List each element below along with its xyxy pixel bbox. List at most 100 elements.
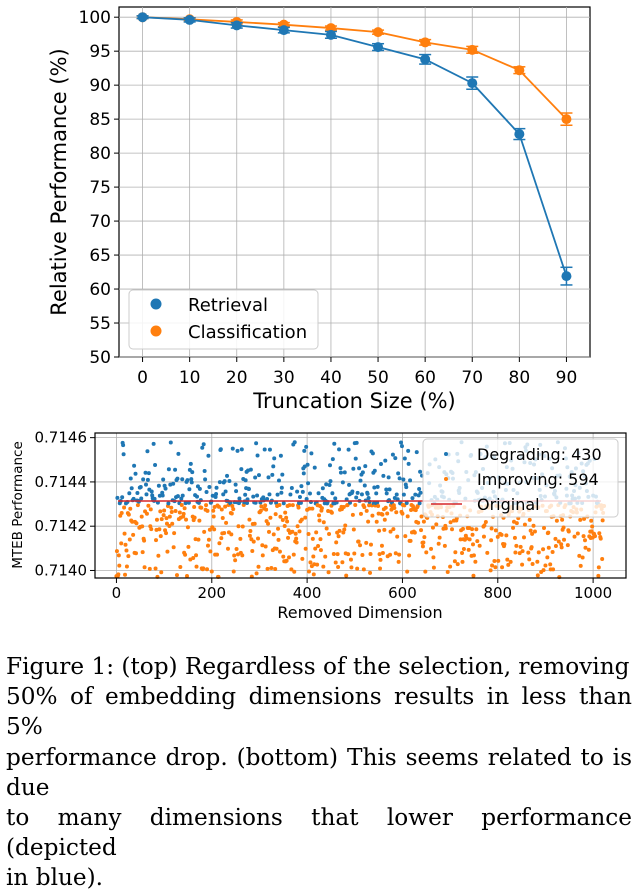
- scatter-point-degrading: [195, 494, 200, 499]
- scatter-point-degrading: [295, 489, 300, 494]
- scatter-point-degrading: [320, 486, 325, 491]
- scatter-point-improving: [182, 506, 187, 511]
- scatter-point-improving: [317, 513, 322, 518]
- scatter-point-degrading: [338, 466, 343, 471]
- scatter-point-improving: [535, 559, 540, 564]
- scatter-point-improving: [419, 514, 424, 519]
- scatter-point-improving: [294, 540, 299, 545]
- scatter-point-improving: [586, 547, 591, 552]
- scatter-point-improving: [542, 526, 547, 531]
- scatter-point-degrading: [251, 494, 256, 499]
- bottom-ticks: 0 200 400 600 800 1000 0.7140 0.7142 0.7144 0.714…: [35, 429, 613, 602]
- scatter-point-improving: [256, 536, 261, 541]
- scatter-point-degrading: [176, 451, 181, 456]
- scatter-point-improving: [277, 549, 282, 554]
- scatter-point-improving: [550, 550, 555, 555]
- scatter-point-improving: [431, 565, 436, 570]
- scatter-point-improving: [548, 562, 553, 567]
- scatter-point-improving: [318, 537, 323, 542]
- scatter-point-degrading: [253, 500, 258, 505]
- scatter-point-improving: [596, 573, 601, 578]
- data-point-classification: [561, 114, 572, 125]
- top-y-tick-label: 90: [89, 76, 111, 96]
- scatter-point-improving: [391, 527, 396, 532]
- scatter-point-improving: [530, 531, 535, 536]
- scatter-point-improving: [247, 517, 252, 522]
- scatter-point-improving: [247, 533, 252, 538]
- scatter-point-improving: [475, 539, 480, 544]
- scatter-point-improving: [351, 527, 356, 532]
- scatter-point-degrading: [271, 464, 276, 469]
- scatter-point-improving: [366, 519, 371, 524]
- data-point-retrieval: [278, 25, 289, 36]
- scatter-point-improving: [268, 515, 273, 520]
- scatter-point-degrading: [279, 485, 284, 490]
- scatter-point-degrading: [302, 448, 307, 453]
- bottom-x-tick-label: 600: [388, 584, 417, 602]
- scatter-point-degrading: [396, 471, 401, 476]
- scatter-point-degrading: [330, 457, 335, 462]
- scatter-point-degrading: [171, 481, 176, 486]
- scatter-point-improving: [154, 517, 159, 522]
- scatter-point-degrading: [255, 493, 260, 498]
- scatter-point-improving: [556, 539, 561, 544]
- top-y-tick-label: 85: [89, 110, 111, 130]
- scatter-point-degrading: [135, 491, 140, 496]
- legend-classification-label: Classification: [188, 322, 307, 343]
- scatter-point-improving: [455, 562, 460, 567]
- scatter-point-improving: [412, 530, 417, 535]
- scatter-point-improving: [311, 554, 316, 559]
- scatter-point-improving: [394, 510, 399, 515]
- scatter-point-improving: [492, 558, 497, 563]
- data-point-retrieval: [231, 20, 242, 31]
- scatter-point-improving: [183, 552, 188, 557]
- scatter-point-improving: [583, 545, 588, 550]
- scatter-point-degrading: [179, 496, 184, 501]
- scatter-point-degrading: [248, 467, 253, 472]
- scatter-point-improving: [266, 529, 271, 534]
- scatter-point-improving: [119, 511, 124, 516]
- scatter-point-improving: [443, 526, 448, 531]
- scatter-point-degrading: [353, 456, 358, 461]
- scatter-point-degrading: [143, 470, 148, 475]
- scatter-point-improving: [119, 541, 124, 546]
- scatter-point-degrading: [218, 447, 223, 452]
- scatter-point-improving: [378, 566, 383, 571]
- scatter-point-degrading: [127, 491, 132, 496]
- scatter-point-improving: [378, 557, 383, 562]
- scatter-point-degrading: [338, 470, 343, 475]
- top-y-tick-label: 100: [79, 8, 111, 28]
- scatter-point-improving: [144, 511, 149, 516]
- scatter-point-degrading: [239, 467, 244, 472]
- scatter-point-improving: [471, 573, 476, 578]
- scatter-point-improving: [376, 503, 381, 508]
- scatter-point-improving: [266, 521, 271, 526]
- scatter-point-improving: [575, 531, 580, 536]
- scatter-point-degrading: [399, 444, 404, 449]
- data-point-retrieval: [420, 54, 431, 65]
- scatter-point-improving: [356, 539, 361, 544]
- scatter-point-improving: [159, 570, 164, 575]
- scatter-point-improving: [231, 507, 236, 512]
- scatter-point-degrading: [139, 496, 144, 501]
- scatter-point-improving: [489, 538, 494, 543]
- scatter-point-degrading: [245, 501, 250, 506]
- scatter-point-degrading: [280, 472, 285, 477]
- scatter-point-improving: [142, 565, 147, 570]
- scatter-point-improving: [527, 517, 532, 522]
- scatter-point-degrading: [270, 472, 275, 477]
- scatter-point-degrading: [156, 483, 161, 488]
- scatter-point-degrading: [175, 494, 180, 499]
- scatter-point-improving: [234, 547, 239, 552]
- scatter-point-improving: [263, 503, 268, 508]
- scatter-point-degrading: [141, 477, 146, 482]
- scatter-point-degrading: [417, 486, 422, 491]
- bottom-x-tick-label: 1000: [574, 584, 612, 602]
- scatter-point-degrading: [206, 453, 211, 458]
- scatter-point-degrading: [253, 475, 258, 480]
- scatter-point-improving: [327, 531, 332, 536]
- data-point-classification: [420, 37, 431, 48]
- bottom-plot-frame: [94, 432, 627, 579]
- scatter-point-improving: [514, 543, 519, 548]
- scatter-point-improving: [297, 529, 302, 534]
